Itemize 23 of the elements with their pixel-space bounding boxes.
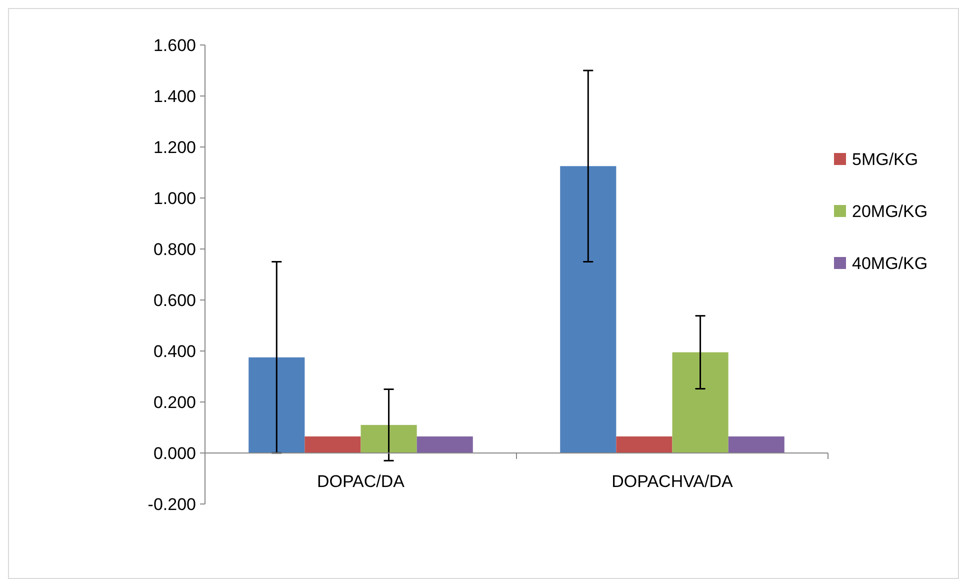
bar [672, 352, 728, 453]
bar [728, 436, 784, 453]
y-tick-label: 0.600 [153, 290, 196, 310]
y-tick-label: 1.200 [153, 138, 196, 157]
y-tick-label: -0.200 [148, 494, 196, 514]
bar [248, 357, 305, 453]
x-tick-label: DOPAC/DA [316, 472, 406, 491]
bar [560, 166, 616, 453]
bar [416, 436, 473, 453]
legend-label: 5MG/KG [852, 150, 918, 169]
bar [616, 436, 672, 453]
y-tick-label: 1.000 [153, 188, 196, 208]
y-tick-label: 1.400 [153, 86, 196, 106]
y-tick-label: 0.400 [153, 342, 196, 361]
y-tick-label: 0.800 [153, 240, 196, 259]
y-tick-label: 1.600 [153, 36, 196, 55]
legend-label: 20MG/KG [852, 202, 928, 221]
bar [304, 436, 361, 453]
legend-label: 40MG/KG [852, 254, 928, 273]
x-tick-label: DOPACHVA/DA [612, 472, 734, 491]
bar [360, 424, 417, 453]
y-tick-label: 0.000 [153, 444, 196, 463]
y-tick-label: 0.200 [153, 392, 196, 412]
